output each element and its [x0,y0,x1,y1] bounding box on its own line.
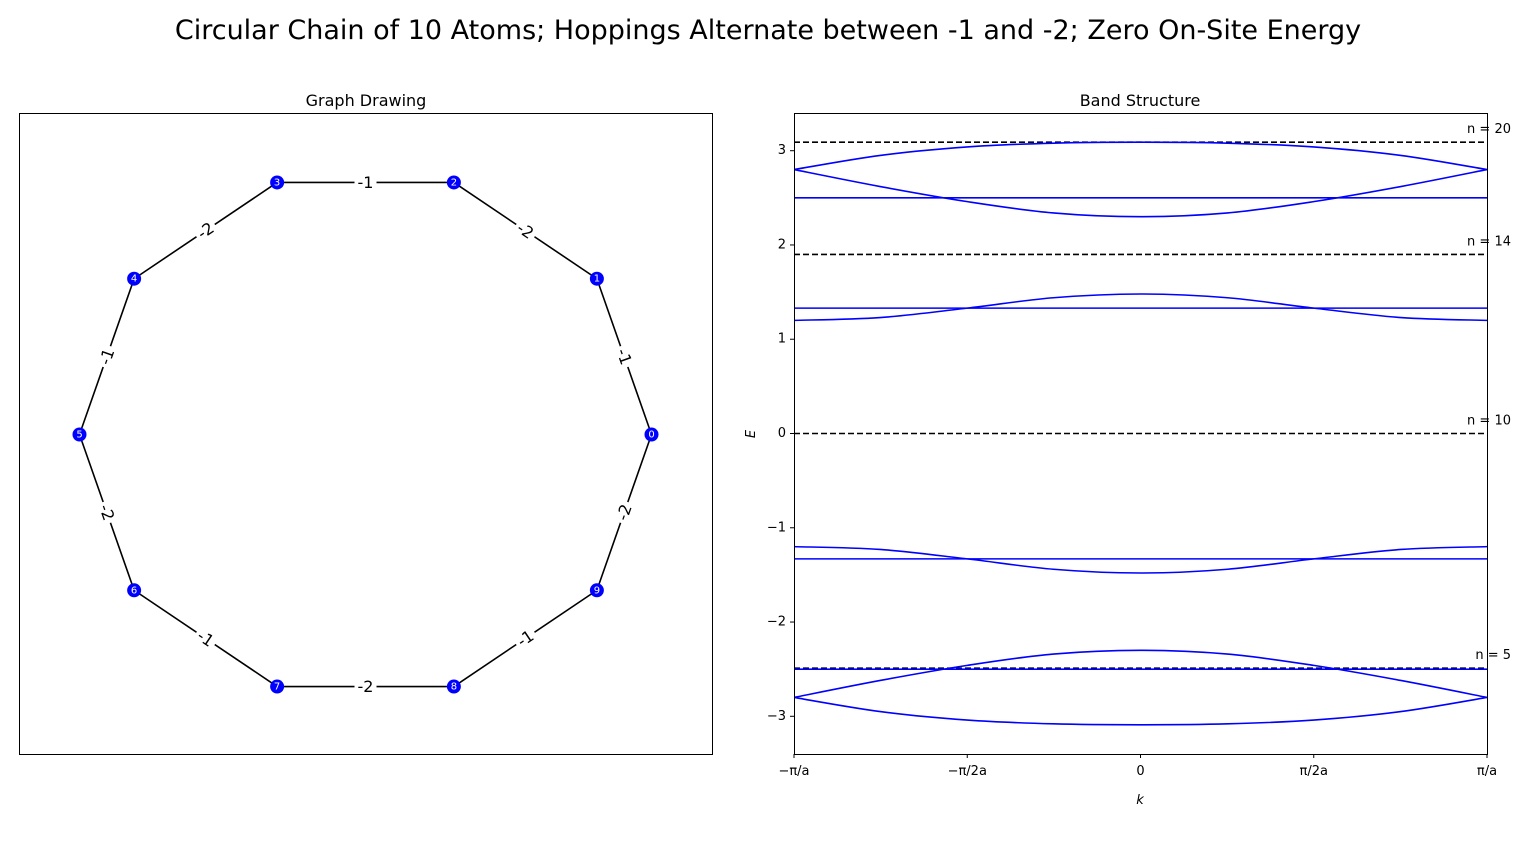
graph-node [589,583,604,598]
graph-node-label: 2 [451,177,457,188]
band-line [794,545,1487,574]
y-tick-label: 0 [778,426,786,441]
graph-node [127,271,142,286]
graph-node-label: 8 [451,682,457,693]
graph-node [644,427,659,442]
graph-edge-label: -1 [613,346,636,367]
band-line [794,168,1487,218]
graph-edge-label-bg [510,216,541,246]
graph-node [72,427,87,442]
graph-node-label: 9 [594,585,600,596]
graph-node [589,271,604,286]
graph-node-label: 6 [131,585,137,596]
graph-node [270,679,285,694]
graph-node-label: 3 [274,177,280,188]
graph-node [127,583,142,598]
x-tick-label: −π/2a [948,764,987,779]
graph-node [270,175,285,190]
graph-node-label: 5 [76,430,82,441]
graph-node-label: 4 [131,274,137,285]
graph-edge-label: -1 [194,626,218,651]
graph-edge-label-bg [354,676,377,697]
graph-edge-label-bg [510,623,541,653]
y-tick-label: 2 [778,237,786,252]
fermi-level-label: n = 10 [1467,414,1511,429]
band-panel: Band Structure n = 20 n = 14 n = 10 n = 5 −… [744,91,1511,808]
fermi-level-label: n = 5 [1475,648,1511,663]
band-line [794,293,1487,322]
graph-edge-label-bg [611,498,638,527]
band-ylabel: E [744,429,759,438]
graph-edge-label: -1 [95,346,118,367]
graph-edge-label: -2 [613,502,636,523]
band-title: Band Structure [1080,91,1201,110]
graph-edge-label: -2 [95,502,118,523]
graph-node [446,175,461,190]
x-tick-label: −π/a [778,764,809,779]
graph-node-label: 7 [274,682,280,693]
graph-edge-label: -2 [358,677,374,696]
graph-node [446,679,461,694]
graph-edge-label: -2 [194,218,218,243]
graph-frame [19,113,713,755]
y-tick-label: −3 [767,709,786,724]
graph-title: Graph Drawing [306,91,427,110]
graph-edge-label-bg [93,498,120,527]
y-tick-label: 1 [778,332,786,347]
band-xlabel: k [1136,793,1144,808]
fermi-level-label: n = 20 [1467,122,1511,137]
graph-edge-label-bg [93,342,120,371]
y-tick-label: −2 [767,615,786,630]
band-line [794,649,1487,699]
band-line [794,141,1487,171]
graph-edge-label: -1 [358,173,374,192]
graph-edge-label-bg [611,342,638,371]
graph-edge-label-bg [190,623,221,653]
graph-node-label: 1 [594,274,600,285]
x-tick-label: π/2a [1300,764,1328,779]
graph-edge-label: -1 [513,626,537,651]
y-tick-label: −1 [767,520,786,535]
band-line [794,696,1487,726]
graph-edge-label: -2 [513,218,537,243]
y-tick-label: 3 [778,143,786,158]
graph-edge-label-bg [190,216,221,246]
graph-node-label: 0 [648,430,654,441]
x-tick-label: π/a [1477,764,1497,779]
figure-title: Circular Chain of 10 Atoms; Hoppings Alt… [175,15,1361,46]
x-tick-label: 0 [1136,764,1144,779]
fermi-level-label: n = 14 [1467,234,1511,249]
graph-edge-label-bg [354,172,377,193]
graph-panel: Graph Drawing -1 -2 -1 -2 -1 -2 -1 -2 -1 -2 0 1 2 3 4… [19,91,713,755]
